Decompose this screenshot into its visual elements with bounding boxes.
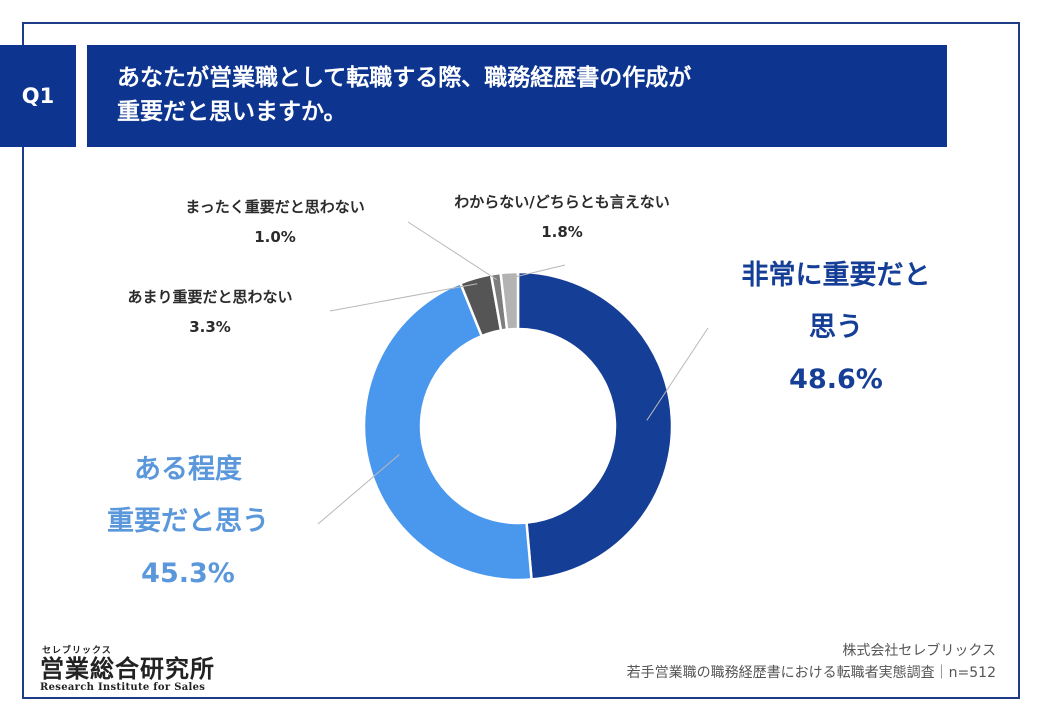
footer-survey: 若手営業職の職務経歴書における転職者実態調査｜n=512 <box>626 665 996 681</box>
label-very-important-value: 48.6% <box>789 364 883 395</box>
leader-line-dont-know <box>509 264 566 279</box>
label-somewhat-important: ある程度 重要だと思う 45.3% <box>80 444 296 600</box>
question-title: あなたが営業職として転職する際、職務経歴書の作成が 重要だと思いますか。 <box>87 45 947 147</box>
label-not-at-all-important-value: 1.0% <box>254 228 296 246</box>
label-somewhat-important-line-2: 重要だと思う <box>107 506 269 537</box>
question-line-1: あなたが営業職として転職する際、職務経歴書の作成が <box>117 65 692 91</box>
outer-frame <box>22 22 1020 699</box>
question-badge: Q1 <box>0 45 76 147</box>
label-very-important-line-2: 思う <box>809 312 863 343</box>
footer-company: 株式会社セレブリックス <box>842 643 996 659</box>
institute-logo: セレブリックス 営業総合研究所 Research Institute for S… <box>40 643 215 693</box>
label-not-very-important-text: あまり重要だと思わない <box>127 288 293 306</box>
slice-very-important <box>516 270 674 581</box>
slice-somewhat-important <box>362 281 533 582</box>
label-dont-know: わからない/どちらとも言えない 1.8% <box>412 187 712 247</box>
question-number: Q1 <box>21 84 55 108</box>
label-not-at-all-important-text: まったく重要だと思わない <box>185 198 365 216</box>
label-very-important-line-1: 非常に重要だと <box>741 260 931 291</box>
label-not-very-important-value: 3.3% <box>189 318 231 336</box>
logo-english: Research Institute for Sales <box>40 682 206 693</box>
leader-line-very-important <box>646 327 709 421</box>
question-line-2: 重要だと思いますか。 <box>117 99 347 125</box>
label-very-important: 非常に重要だと 思う 48.6% <box>718 250 954 406</box>
label-not-at-all-important: まったく重要だと思わない 1.0% <box>150 192 400 252</box>
leader-line-not-very-important <box>329 283 478 312</box>
slice-dont-know <box>499 270 520 332</box>
label-dont-know-text: わからない/どちらとも言えない <box>454 193 670 211</box>
label-somewhat-important-value: 45.3% <box>141 558 235 589</box>
label-dont-know-value: 1.8% <box>541 223 583 241</box>
label-not-very-important: あまり重要だと思わない 3.3% <box>90 282 330 342</box>
label-somewhat-important-line-1: ある程度 <box>134 454 242 485</box>
logo-name: 営業総合研究所 <box>40 654 215 683</box>
source-footer: 株式会社セレブリックス 若手営業職の職務経歴書における転職者実態調査｜n=512 <box>627 640 996 684</box>
logo-kana: セレブリックス <box>42 646 112 656</box>
leader-line-not-at-all-important <box>407 221 497 280</box>
leader-line-somewhat-important <box>317 454 400 525</box>
